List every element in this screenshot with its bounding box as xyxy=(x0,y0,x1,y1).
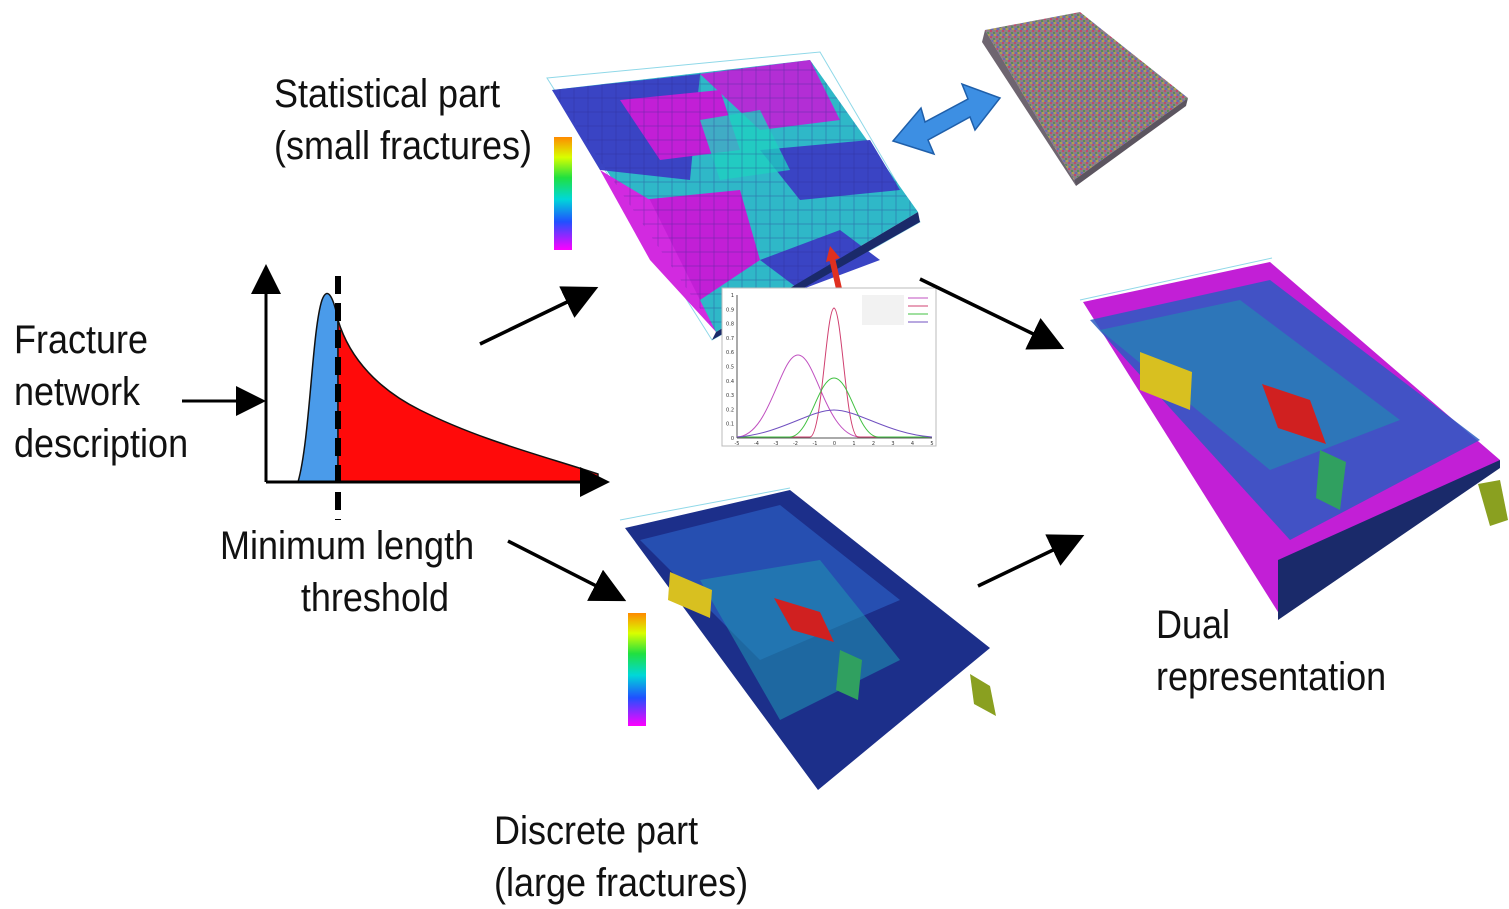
inset-y-tick-label: 0.4 xyxy=(726,379,734,385)
discrete-part-label: Discrete part (large fractures) xyxy=(494,805,748,909)
fracture-network-line-3: description xyxy=(14,422,189,466)
large-fractures-area xyxy=(337,319,599,483)
discrete-colorbar xyxy=(628,613,646,726)
statistical-part-mesh xyxy=(546,51,921,341)
inset-x-tick-label: 2 xyxy=(872,441,875,447)
curve-1 xyxy=(736,354,932,438)
inset-x-tick-label: 0 xyxy=(833,441,836,447)
inset-x-tick-label: -4 xyxy=(754,441,759,447)
inset-x-tick-label: -5 xyxy=(735,441,740,447)
fracture-network-label: Fracture network description xyxy=(14,314,188,470)
statistical-part-line-1: Statistical part xyxy=(274,72,501,116)
exchange-double-arrow xyxy=(891,82,1002,156)
length-distribution-plot xyxy=(251,264,610,520)
fracture-block-3d xyxy=(982,12,1188,186)
inset-x-tick-label: -1 xyxy=(813,441,818,447)
inset-y-tick-label: 0.5 xyxy=(726,365,734,371)
fracture-network-line-1: Fracture xyxy=(14,318,149,362)
arrow-to-statistical xyxy=(479,286,599,346)
inset-x-ticks: -5 -4 -3 -2 -1 0 1 2 3 4 5 xyxy=(735,441,934,447)
inset-y-tick-label: 0.9 xyxy=(726,307,734,313)
inset-y-tick-label: 0.1 xyxy=(726,422,734,428)
inset-x-tick-label: -2 xyxy=(793,441,798,447)
arrow-discrete-to-dual xyxy=(977,534,1085,588)
curve-3 xyxy=(737,377,932,438)
small-fractures-area xyxy=(297,292,339,483)
dual-representation-line-2: representation xyxy=(1156,655,1387,699)
arrow-statistical-to-dual xyxy=(919,277,1065,350)
inset-x-tick-label: 1 xyxy=(852,441,855,447)
fracture-network-line-2: network xyxy=(14,370,141,414)
minimum-length-label: Minimum length threshold xyxy=(220,520,474,624)
curve-2 xyxy=(737,307,932,438)
discrete-part-line-1: Discrete part xyxy=(494,809,699,853)
inset-distribution-chart: -5 -4 -3 -2 -1 0 1 2 3 4 5 00.10.20.30.40.50.60.70… xyxy=(721,287,937,447)
statistical-part-label: Statistical part (small fractures) xyxy=(274,68,532,172)
dual-representation-mesh xyxy=(1079,257,1508,620)
inset-y-tick-label: 0.2 xyxy=(726,407,734,413)
inset-y-tick-label: 1 xyxy=(731,293,734,299)
dual-representation-line-1: Dual xyxy=(1156,603,1231,647)
inset-x-tick-label: 4 xyxy=(911,441,914,447)
arrow-to-discrete xyxy=(507,539,627,602)
inset-y-ticks: 0 0.1 0.2 0.3 0.4 0.5 0.6 0.7 0.8 0.9 1 xyxy=(726,293,734,442)
discrete-part-line-2: (large fractures) xyxy=(494,861,749,905)
inset-y-tick-label: 0.6 xyxy=(726,350,734,356)
minimum-length-line-2: threshold xyxy=(300,576,449,620)
inset-y-tick-label: 0.7 xyxy=(726,336,734,342)
statistical-part-line-2: (small fractures) xyxy=(274,124,533,168)
inset-y-tick-label: 0.8 xyxy=(726,322,734,328)
inset-y-tick-label: 0.3 xyxy=(726,393,734,399)
dual-representation-label: Dual representation xyxy=(1156,599,1386,703)
minimum-length-line-1: Minimum length xyxy=(220,524,475,568)
inset-x-tick-label: 5 xyxy=(930,441,933,447)
statistical-colorbar xyxy=(554,137,572,250)
inset-x-tick-label: 3 xyxy=(891,441,894,447)
curve-4 xyxy=(736,409,933,438)
inset-x-tick-label: -3 xyxy=(774,441,779,447)
inset-y-tick-label: 0 xyxy=(731,436,734,442)
discrete-part-mesh xyxy=(619,487,996,790)
